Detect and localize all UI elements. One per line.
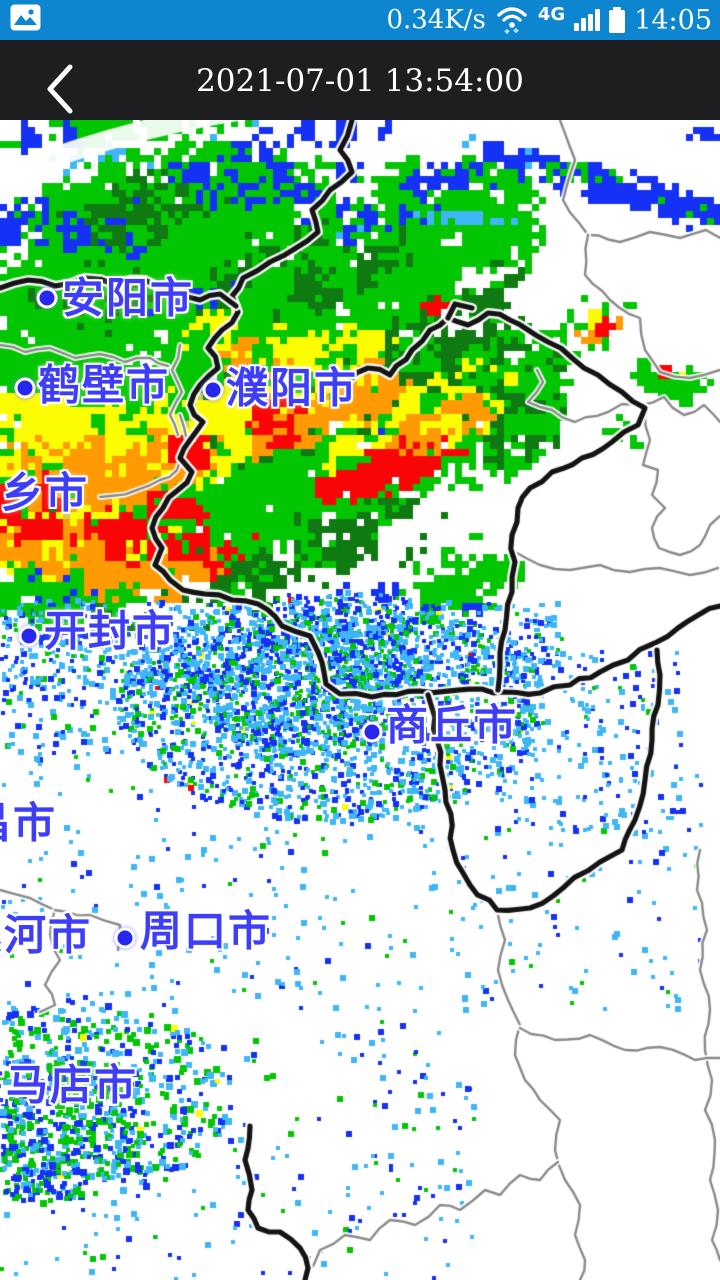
city-dot-puyang (202, 379, 224, 401)
status-clock: 14:05 (634, 4, 712, 36)
city-dot-anyang (36, 287, 58, 309)
city-label-zhoukou: 周口市 (140, 906, 273, 956)
chevron-left-icon (47, 64, 73, 114)
back-button[interactable] (28, 40, 98, 120)
city-dot-hebi (14, 377, 36, 399)
city-label-luohe: 漯河市 (0, 910, 93, 960)
page-title: 2021-07-01 13:54:00 (196, 63, 524, 99)
wifi-icon (495, 2, 529, 39)
gallery-icon (10, 4, 41, 36)
title-bar: 2021-07-01 13:54:00 (0, 40, 720, 120)
city-dot-kaifeng (18, 625, 40, 647)
city-dot-zhoukou (114, 927, 136, 949)
signal-strength-icon (574, 9, 601, 31)
battery-icon (609, 7, 626, 33)
city-label-anyang: 安阳市 (62, 273, 195, 323)
radar-map-canvas[interactable] (0, 120, 720, 1280)
city-dot-shangqiu (361, 721, 383, 743)
city-label-shangqiu: 商丘市 (386, 700, 519, 750)
city-label-zhumadian: 驻马店市 (0, 1060, 139, 1110)
city-label-kaifeng: 开封市 (44, 606, 177, 656)
status-bar: 0.34K/s 4G 14:05 (0, 0, 720, 40)
city-label-puyang: 濮阳市 (226, 363, 359, 413)
network-type-badge: 4G (537, 4, 566, 25)
city-label-xuchang: 许昌市 (0, 798, 58, 848)
city-label-hebi: 鹤壁市 (38, 360, 171, 410)
net-speed: 0.34K/s (386, 5, 486, 35)
city-label-xinxiang: 新乡市 (0, 468, 90, 518)
